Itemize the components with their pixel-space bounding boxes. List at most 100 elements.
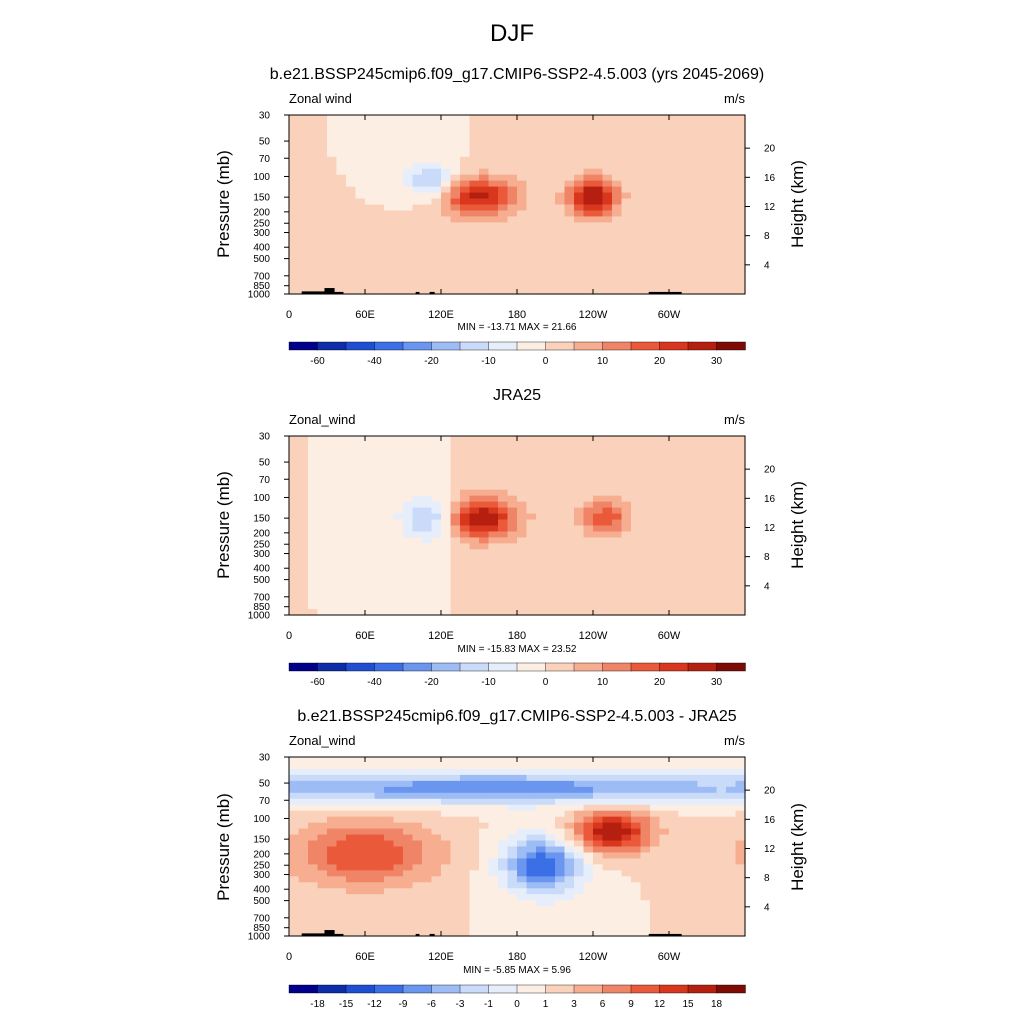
field-cell <box>298 804 309 812</box>
field-cell <box>346 471 357 479</box>
field-cell <box>346 591 357 598</box>
field-cell <box>526 240 537 247</box>
field-cell <box>298 591 309 598</box>
field-cell <box>659 252 670 259</box>
field-cell <box>374 495 385 503</box>
field-cell <box>346 240 357 247</box>
field-cell <box>555 192 566 200</box>
field-cell <box>289 543 300 550</box>
field-cell <box>688 780 699 788</box>
field-cell <box>621 465 632 473</box>
field-cell <box>479 573 490 580</box>
field-cell <box>393 768 404 776</box>
field-cell <box>526 894 537 901</box>
field-cell <box>678 573 689 580</box>
field-cell <box>412 525 423 533</box>
field-cell <box>621 276 632 283</box>
field-cell <box>536 603 547 610</box>
field-cell <box>431 762 442 770</box>
panel-2-title: JRA25 <box>493 387 541 404</box>
field-cell <box>735 507 746 515</box>
field-cell <box>479 138 490 146</box>
field-cell <box>374 501 385 509</box>
field-cell <box>602 573 613 580</box>
field-cell <box>384 609 395 616</box>
field-cell <box>317 816 328 824</box>
field-cell <box>716 810 727 818</box>
field-cell <box>545 846 556 854</box>
field-cell <box>707 840 718 848</box>
field-cell <box>659 441 670 449</box>
field-cell <box>317 126 328 134</box>
field-cell <box>555 465 566 473</box>
field-cell <box>308 477 319 485</box>
field-cell <box>507 828 518 836</box>
field-cell <box>374 150 385 158</box>
field-cell <box>346 537 357 544</box>
field-cell <box>431 174 442 182</box>
field-cell <box>640 447 651 455</box>
field-cell <box>669 573 680 580</box>
field-cell <box>479 591 490 598</box>
field-cell <box>574 882 585 889</box>
field-cell <box>479 240 490 247</box>
field-cell <box>374 234 385 241</box>
field-cell <box>602 459 613 467</box>
field-cell <box>460 828 471 836</box>
field-cell <box>650 132 661 140</box>
field-cell <box>612 489 623 497</box>
field-cell <box>431 774 442 782</box>
field-cell <box>545 276 556 283</box>
field-cell <box>564 888 575 895</box>
field-cell <box>545 906 556 913</box>
field-cell <box>726 216 737 223</box>
colorbar-swatch <box>716 341 746 351</box>
field-cell <box>526 210 537 218</box>
field-cell <box>346 150 357 158</box>
field-cell <box>707 762 718 770</box>
field-cell <box>422 591 433 598</box>
field-cell <box>355 216 366 223</box>
field-cell <box>545 816 556 824</box>
field-cell <box>536 816 547 824</box>
field-cell <box>355 561 366 568</box>
field-cell <box>735 573 746 580</box>
field-cell <box>555 489 566 497</box>
field-cell <box>308 828 319 836</box>
field-cell <box>336 120 347 128</box>
field-cell <box>526 798 537 806</box>
field-cell <box>659 180 670 188</box>
field-cell <box>688 840 699 848</box>
field-cell <box>669 150 680 158</box>
field-cell <box>317 507 328 515</box>
field-cell <box>403 222 414 229</box>
field-cell <box>422 459 433 467</box>
field-cell <box>346 525 357 533</box>
field-cell <box>669 234 680 241</box>
field-cell <box>298 834 309 842</box>
field-cell <box>574 834 585 842</box>
field-cell <box>593 888 604 895</box>
field-cell <box>650 828 661 836</box>
field-cell <box>460 150 471 158</box>
field-cell <box>707 894 718 901</box>
field-cell <box>289 258 300 265</box>
field-cell <box>564 609 575 616</box>
field-cell <box>650 912 661 919</box>
field-cell <box>564 436 575 443</box>
field-cell <box>688 453 699 461</box>
field-cell <box>441 150 452 158</box>
field-cell <box>317 894 328 901</box>
field-cell <box>488 894 499 901</box>
field-cell <box>726 240 737 247</box>
field-cell <box>355 495 366 503</box>
field-cell <box>621 555 632 562</box>
field-cell <box>298 888 309 895</box>
field-cell <box>441 174 452 182</box>
field-cell <box>327 234 338 241</box>
field-cell <box>593 174 604 182</box>
field-cell <box>441 543 452 550</box>
field-cell <box>412 555 423 562</box>
field-cell <box>574 912 585 919</box>
field-cell <box>716 483 727 491</box>
